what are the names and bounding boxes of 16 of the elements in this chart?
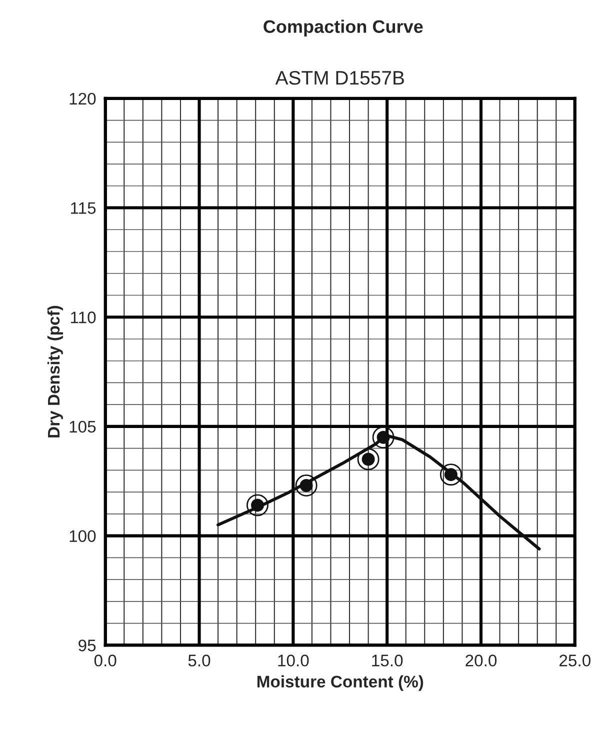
chart-subtitle: ASTM D1557B: [275, 70, 404, 85]
y-tick-label: 95: [78, 640, 96, 652]
x-tick-label: 20.0: [466, 654, 497, 666]
x-tick-label: 10.0: [278, 654, 309, 666]
y-axis-title: Dry Density (pcf): [47, 306, 63, 438]
y-tick-label: 110: [71, 312, 96, 324]
y-tick-label: 105: [70, 420, 96, 433]
chart-title: Compaction Curve: [264, 20, 423, 37]
y-tick-label: 120: [70, 92, 96, 105]
x-tick-label: 5.0: [188, 654, 210, 666]
y-tick-label: 100: [70, 530, 96, 542]
x-axis-title: Moisture Content (%): [257, 675, 424, 691]
y-tick-label: 115: [71, 202, 96, 214]
x-tick-label: 25.0: [560, 654, 590, 666]
x-tick-label: 15.0: [372, 654, 403, 666]
x-tick-label: 0.0: [94, 654, 116, 666]
